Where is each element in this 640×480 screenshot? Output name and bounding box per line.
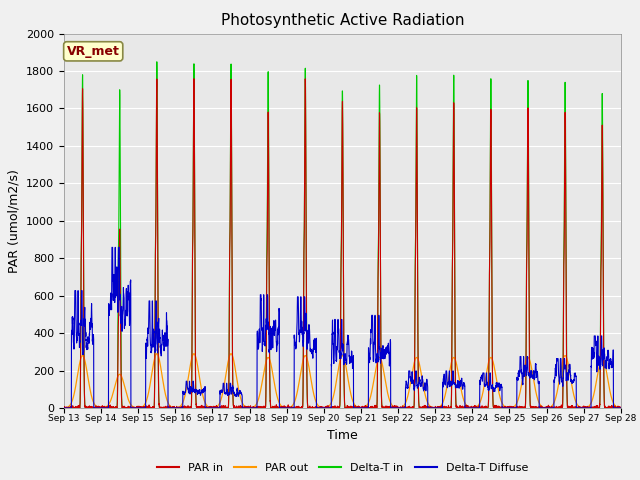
Title: Photosynthetic Active Radiation: Photosynthetic Active Radiation <box>221 13 464 28</box>
Text: VR_met: VR_met <box>67 45 120 58</box>
Legend: PAR in, PAR out, Delta-T in, Delta-T Diffuse: PAR in, PAR out, Delta-T in, Delta-T Dif… <box>152 458 532 477</box>
Y-axis label: PAR (umol/m2/s): PAR (umol/m2/s) <box>8 169 20 273</box>
X-axis label: Time: Time <box>327 429 358 442</box>
